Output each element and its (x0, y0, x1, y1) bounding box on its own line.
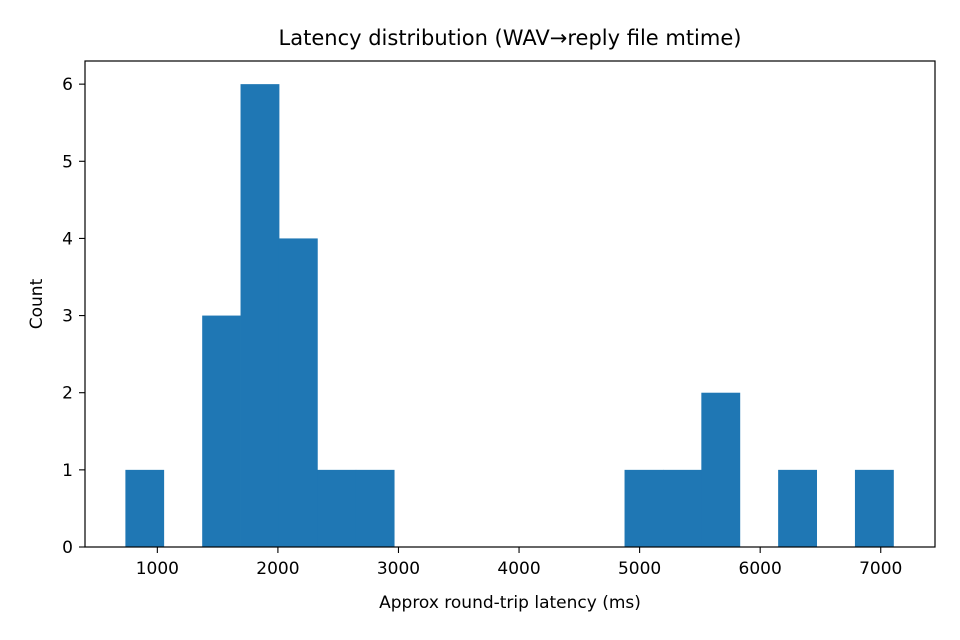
x-tick-label: 2000 (256, 559, 299, 579)
x-tick-label: 3000 (377, 559, 420, 579)
x-tick-label: 6000 (739, 559, 782, 579)
histogram-bar (701, 392, 741, 547)
y-tick-label: 2 (62, 384, 73, 404)
histogram-bar (240, 84, 280, 548)
histogram-bar (624, 469, 664, 547)
y-axis-ticks: 0 1 2 3 4 5 6 (62, 75, 85, 558)
y-tick-label: 1 (62, 461, 73, 481)
chart-title: Latency distribution (WAV→reply file mti… (279, 26, 742, 50)
y-tick-label: 5 (62, 152, 73, 172)
histogram-bar (663, 469, 702, 547)
histogram-bar (125, 469, 165, 547)
x-tick-label: 7000 (859, 559, 902, 579)
y-tick-label: 0 (62, 538, 73, 558)
x-tick-label: 1000 (136, 559, 179, 579)
histogram-bar (355, 469, 395, 547)
x-axis-title: Approx round-trip latency (ms) (379, 593, 641, 613)
y-tick-label: 4 (62, 229, 73, 249)
y-tick-label: 3 (62, 307, 73, 327)
y-tick-label: 6 (62, 75, 73, 95)
x-tick-label: 4000 (497, 559, 540, 579)
histogram-bar (778, 469, 818, 547)
bars-group (125, 84, 894, 548)
x-axis-ticks: 1000 2000 3000 4000 5000 6000 7000 (136, 547, 902, 579)
histogram-bar (278, 238, 318, 547)
x-tick-label: 5000 (618, 559, 661, 579)
histogram-bar (854, 469, 894, 547)
histogram-bar (317, 469, 357, 547)
plot-frame (84, 60, 936, 548)
y-axis-title: Count (27, 278, 47, 329)
histogram-bar (202, 315, 241, 547)
